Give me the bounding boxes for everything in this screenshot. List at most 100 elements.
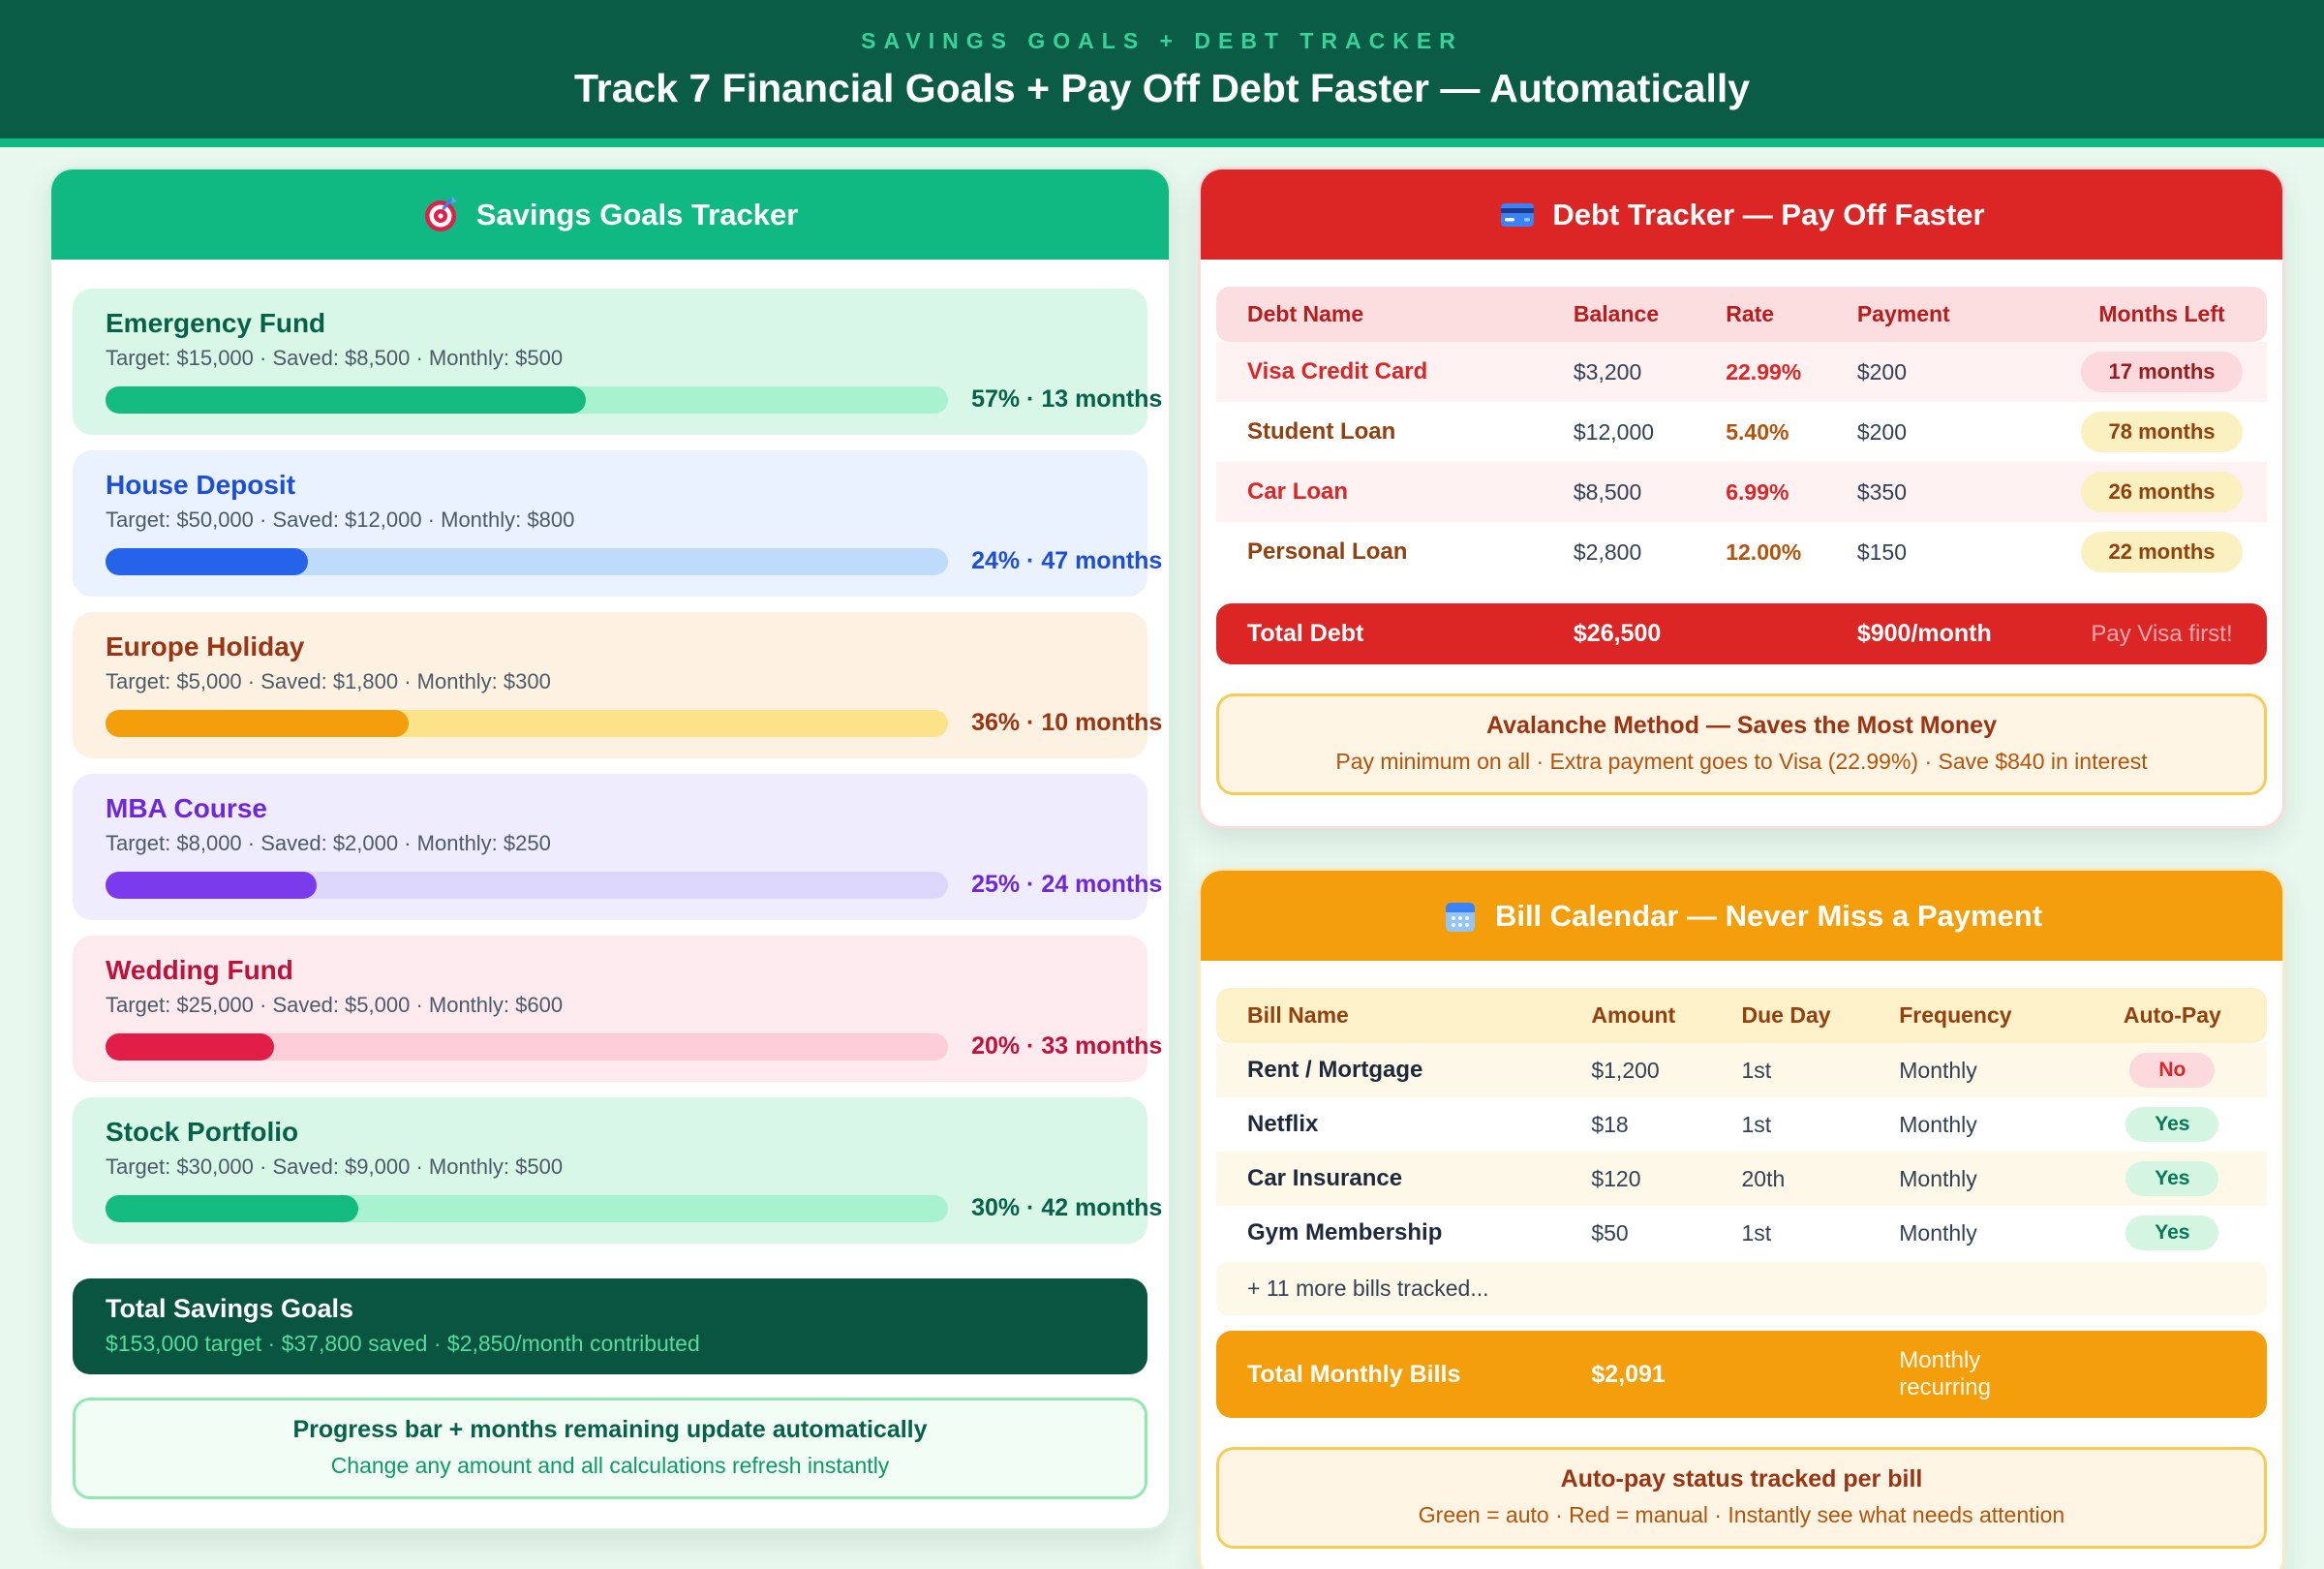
debt-rate: 6.99% [1726,478,1789,505]
bill-due-day: 1st [1741,1111,1772,1137]
autopay-note-subtitle: Green = auto · Red = manual · Instantly … [1418,1502,2065,1527]
column-header: Due Day [1741,1002,1831,1028]
goal-card-emergency-fund: Emergency Fund Target: $15,000 · Saved: … [73,289,1162,435]
right-column: Debt Tracker — Pay Off Faster Debt Name … [1198,167,2285,1569]
bill-name: Netflix [1247,1111,1319,1137]
bill-amount: $1,200 [1591,1057,1660,1083]
bill-due-day: 20th [1741,1165,1786,1191]
bill-name: Car Insurance [1247,1165,1403,1191]
debt-panel-title: Debt Tracker — Pay Off Faster [1552,197,1985,231]
autopay-note: Auto-pay status tracked per bill Green =… [1216,1447,2267,1549]
goal-details: Target: $15,000 · Saved: $8,500 · Monthl… [106,346,564,370]
debt-balance: $12,000 [1573,418,1655,445]
avalanche-note-title: Avalanche Method — Saves the Most Money [1486,712,1997,739]
bill-table-row: Netflix $18 1st Monthly Yes [1216,1097,2267,1152]
bill-amount: $120 [1591,1165,1641,1191]
savings-total-title: Total Savings Goals [106,1294,354,1323]
goal-card-house-deposit: House Deposit Target: $50,000 · Saved: $… [73,450,1162,597]
goal-progress-label: 36% · 10 months [971,709,1163,736]
bills-table-header: Bill Name Amount Due Day Frequency Auto-… [1216,988,2267,1043]
goal-card-mba-course: MBA Course Target: $8,000 · Saved: $2,00… [73,774,1162,920]
goal-progress-row: 20% · 33 months [106,1032,1162,1061]
debt-table-row: Student Loan $12,000 5.40% $200 78 month… [1216,402,2267,462]
progress-bar-track [106,1194,949,1222]
debt-name: Car Loan [1247,478,1349,505]
goal-card-europe-holiday: Europe Holiday Target: $5,000 · Saved: $… [73,612,1162,758]
goal-title: Stock Portfolio [106,1117,299,1147]
debt-total-payment: $900/month [1856,620,1992,647]
goal-title: Europe Holiday [106,631,305,661]
progress-bar-track [106,709,949,737]
savings-panel-body: Emergency Fund Target: $15,000 · Saved: … [51,260,1169,1528]
debt-total-balance: $26,500 [1573,620,1662,647]
avalanche-note-subtitle: Pay minimum on all · Extra payment goes … [1335,749,2148,774]
bill-calendar-panel: Bill Calendar — Never Miss a Payment Bil… [1198,868,2285,1569]
months-left-badge: 17 months [2081,352,2243,392]
debt-total-note: Pay Visa first! [2091,620,2233,647]
savings-goals-panel: Savings Goals Tracker Emergency Fund Tar… [48,167,1172,1531]
debt-name: Visa Credit Card [1247,358,1428,385]
bill-amount: $18 [1591,1111,1629,1137]
autopay-badge: Yes [2125,1107,2219,1142]
bill-frequency: Monthly [1899,1219,1977,1246]
more-bills-row: + 11 more bills tracked... [1216,1262,2267,1315]
target-icon [424,196,457,231]
progress-bar-fill [106,385,586,414]
page-title: Track 7 Financial Goals + Pay Off Debt F… [573,65,1751,110]
debt-payment: $200 [1856,358,1908,385]
goal-details: Target: $25,000 · Saved: $5,000 · Monthl… [106,993,564,1017]
savings-panel-header: Savings Goals Tracker [51,169,1169,260]
debt-payment: $200 [1856,418,1908,445]
autopay-badge: No [2129,1053,2216,1088]
months-left-badge: 22 months [2081,532,2243,572]
bill-frequency: Monthly [1899,1057,1977,1083]
goal-details: Target: $30,000 · Saved: $9,000 · Monthl… [106,1154,564,1179]
goal-card-wedding-fund: Wedding Fund Target: $25,000 · Saved: $5… [73,936,1162,1082]
header-eyebrow: SAVINGS GOALS + DEBT TRACKER [861,27,1463,53]
bill-due-day: 1st [1741,1219,1772,1246]
bills-panel-title: Bill Calendar — Never Miss a Payment [1494,898,2043,933]
debt-balance: $8,500 [1573,478,1642,505]
main-content: Savings Goals Tracker Emergency Fund Tar… [0,147,2324,1569]
progress-bar-track [106,871,949,899]
credit-card-icon [1501,202,1535,227]
column-header: Auto-Pay [2123,1002,2221,1028]
savings-total-card: Total Savings Goals $153,000 target · $3… [73,1278,1147,1374]
accent-strip [0,138,2324,147]
savings-note-title: Progress bar + months remaining update a… [292,1416,928,1443]
goal-progress-row: 36% · 10 months [106,709,1162,737]
autopay-badge: Yes [2125,1215,2219,1250]
debt-rate: 12.00% [1726,538,1802,565]
goal-progress-label: 30% · 42 months [971,1194,1163,1221]
debt-rate: 22.99% [1726,358,1802,385]
debt-rate: 5.40% [1726,418,1789,445]
column-header: Debt Name [1247,301,1364,326]
progress-bar-track [106,1032,949,1061]
debt-table-row: Car Loan $8,500 6.99% $350 26 months [1216,462,2267,522]
column-header: Bill Name [1247,1002,1349,1028]
debt-balance: $2,800 [1573,538,1642,565]
goal-progress-row: 24% · 47 months [106,547,1162,575]
column-header: Rate [1726,301,1775,326]
goal-progress-label: 20% · 33 months [971,1032,1163,1060]
debt-name: Personal Loan [1247,538,1408,565]
column-header: Balance [1573,301,1660,326]
avalanche-note: Avalanche Method — Saves the Most Money … [1216,693,2267,795]
progress-bar-fill [106,871,317,899]
goal-card-stock-portfolio: Stock Portfolio Target: $30,000 · Saved:… [73,1097,1162,1244]
goal-progress-row: 57% · 13 months [106,385,1162,414]
bill-frequency: Monthly [1899,1111,1977,1137]
months-left-badge: 26 months [2081,472,2243,512]
goal-progress-row: 25% · 24 months [106,871,1162,899]
debt-name: Student Loan [1247,418,1396,445]
goal-progress-label: 25% · 24 months [971,871,1163,898]
goal-progress-row: 30% · 42 months [106,1194,1162,1222]
bills-panel-header: Bill Calendar — Never Miss a Payment [1201,871,2282,961]
goal-details: Target: $8,000 · Saved: $2,000 · Monthly… [106,831,551,855]
goal-title: MBA Course [106,793,267,823]
column-header: Payment [1856,301,1950,326]
progress-bar-track [106,385,949,414]
goal-title: Wedding Fund [106,955,293,985]
debt-panel-header: Debt Tracker — Pay Off Faster [1201,169,2282,260]
bill-name: Rent / Mortgage [1247,1057,1423,1083]
